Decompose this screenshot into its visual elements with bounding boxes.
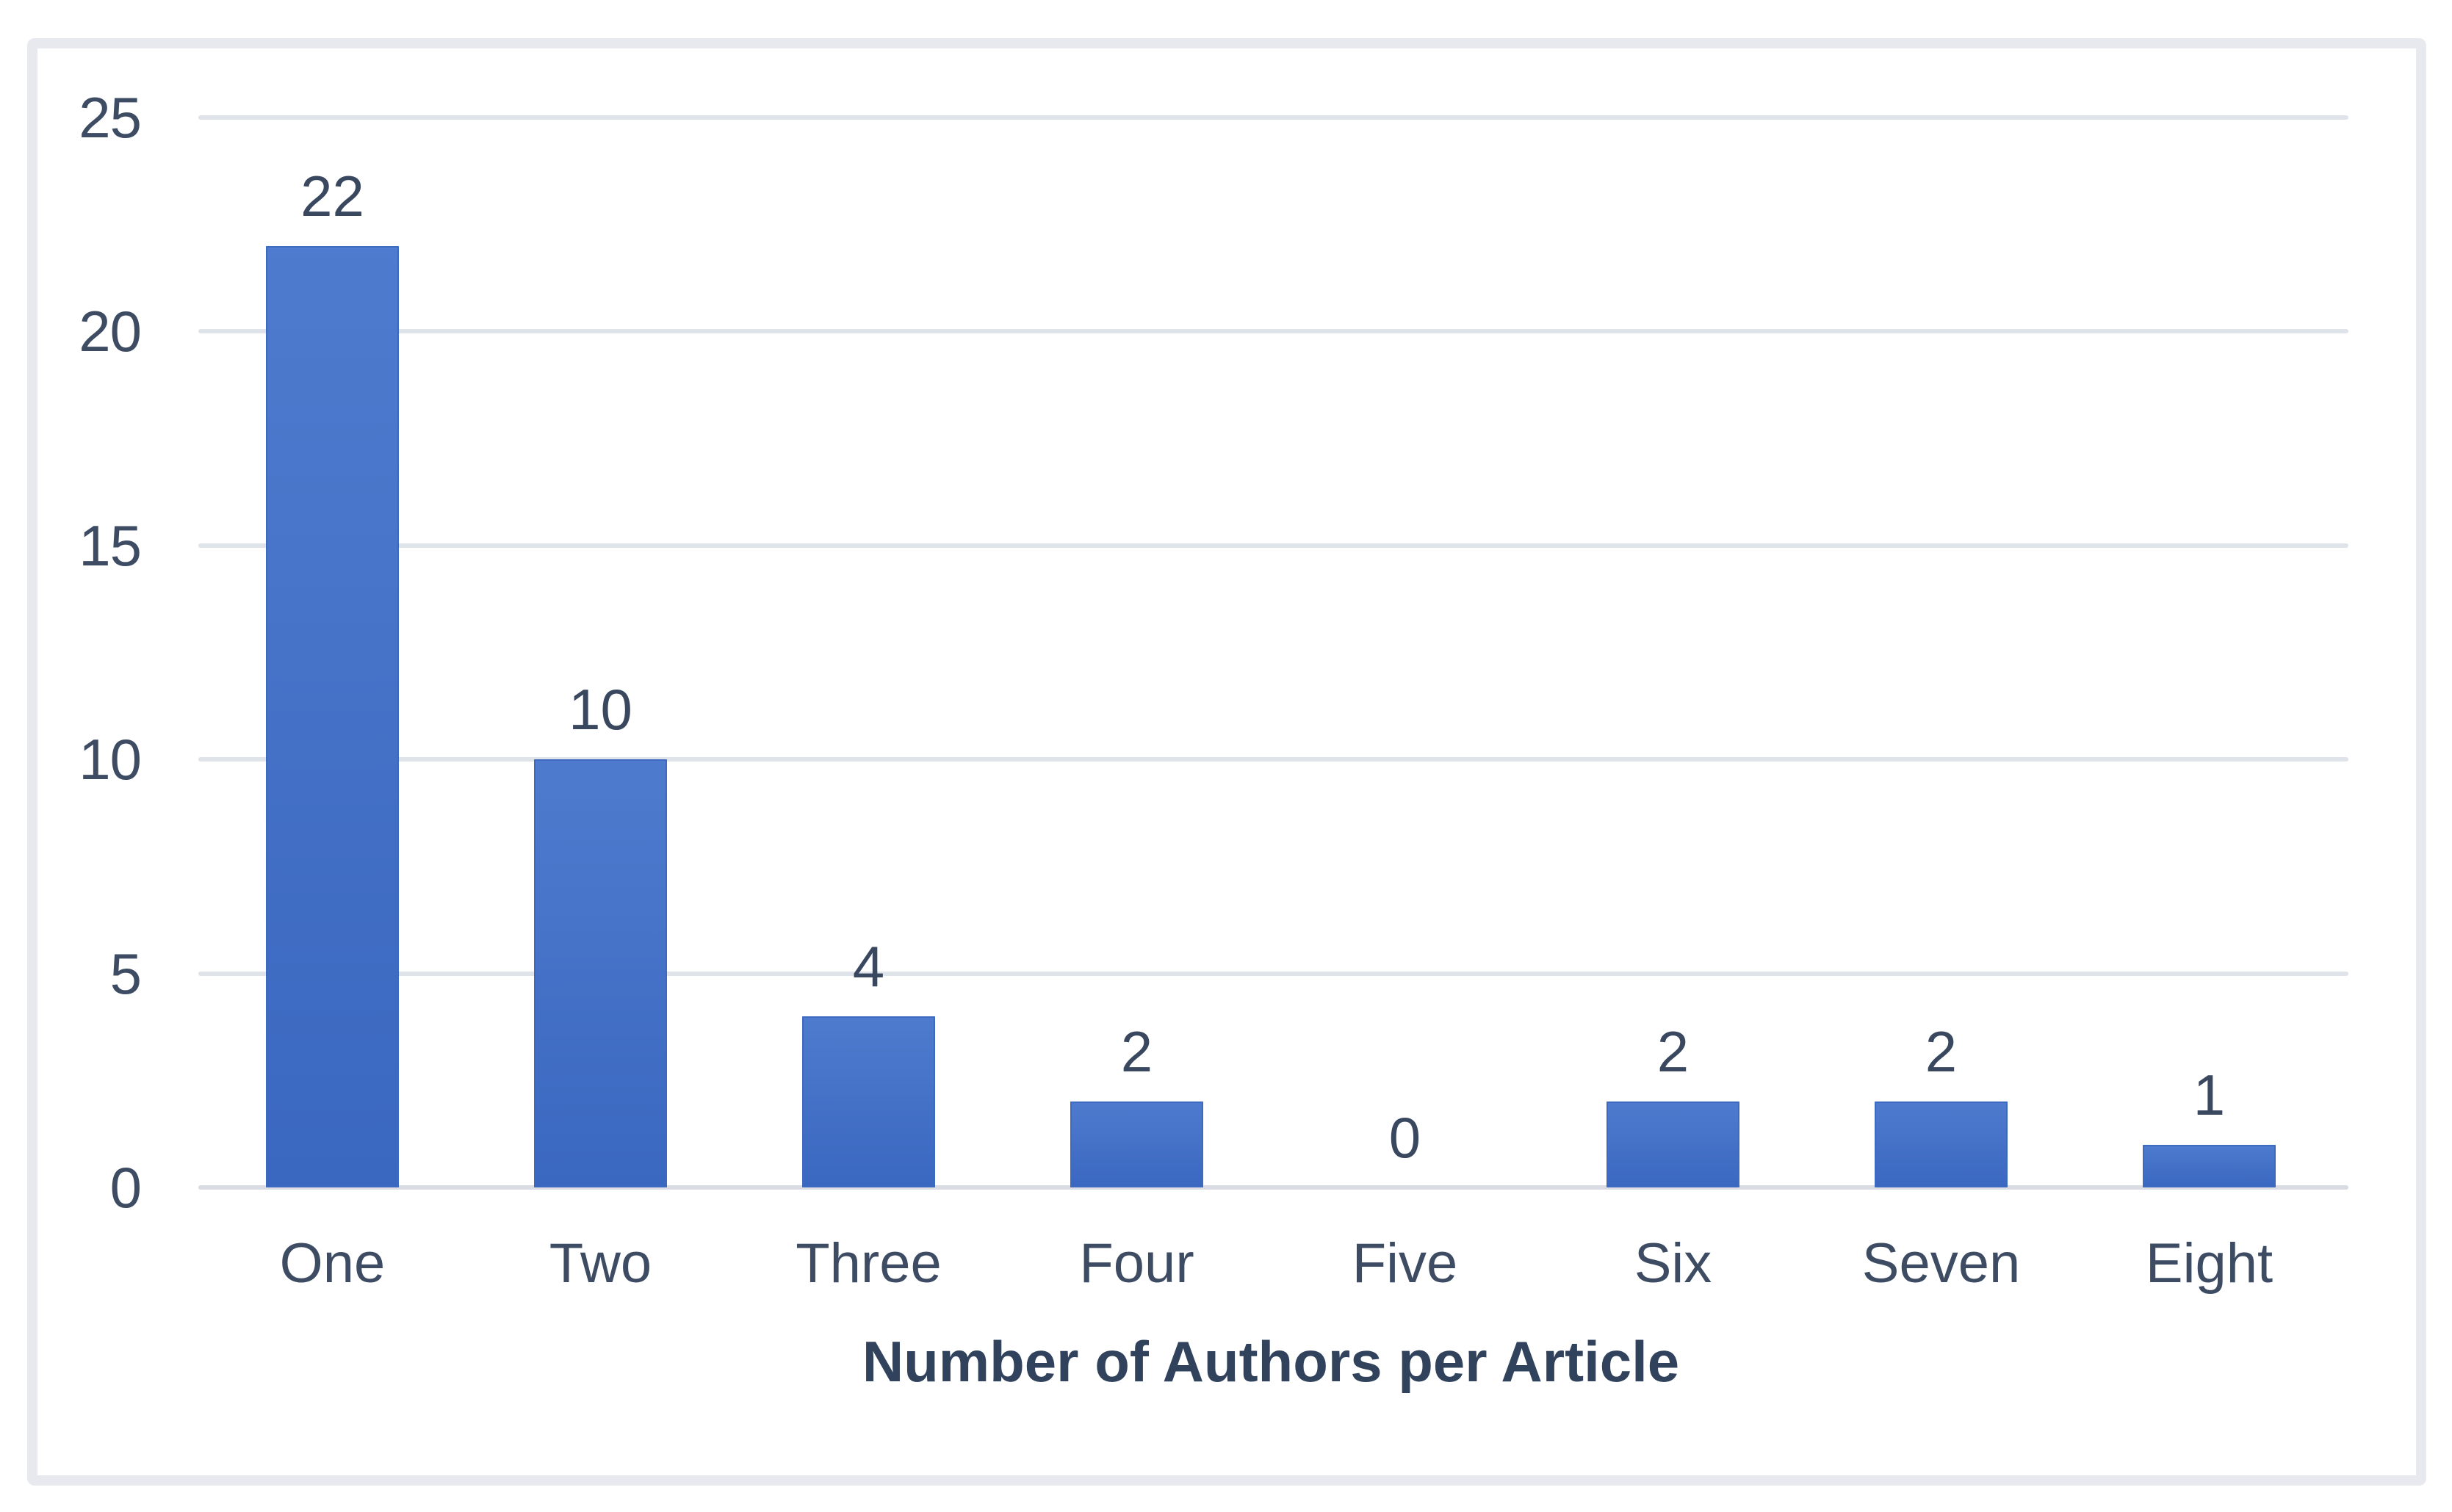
chart-frame xyxy=(27,38,2426,1486)
x-axis-title: Number of Authors per Article xyxy=(862,1329,1680,1394)
